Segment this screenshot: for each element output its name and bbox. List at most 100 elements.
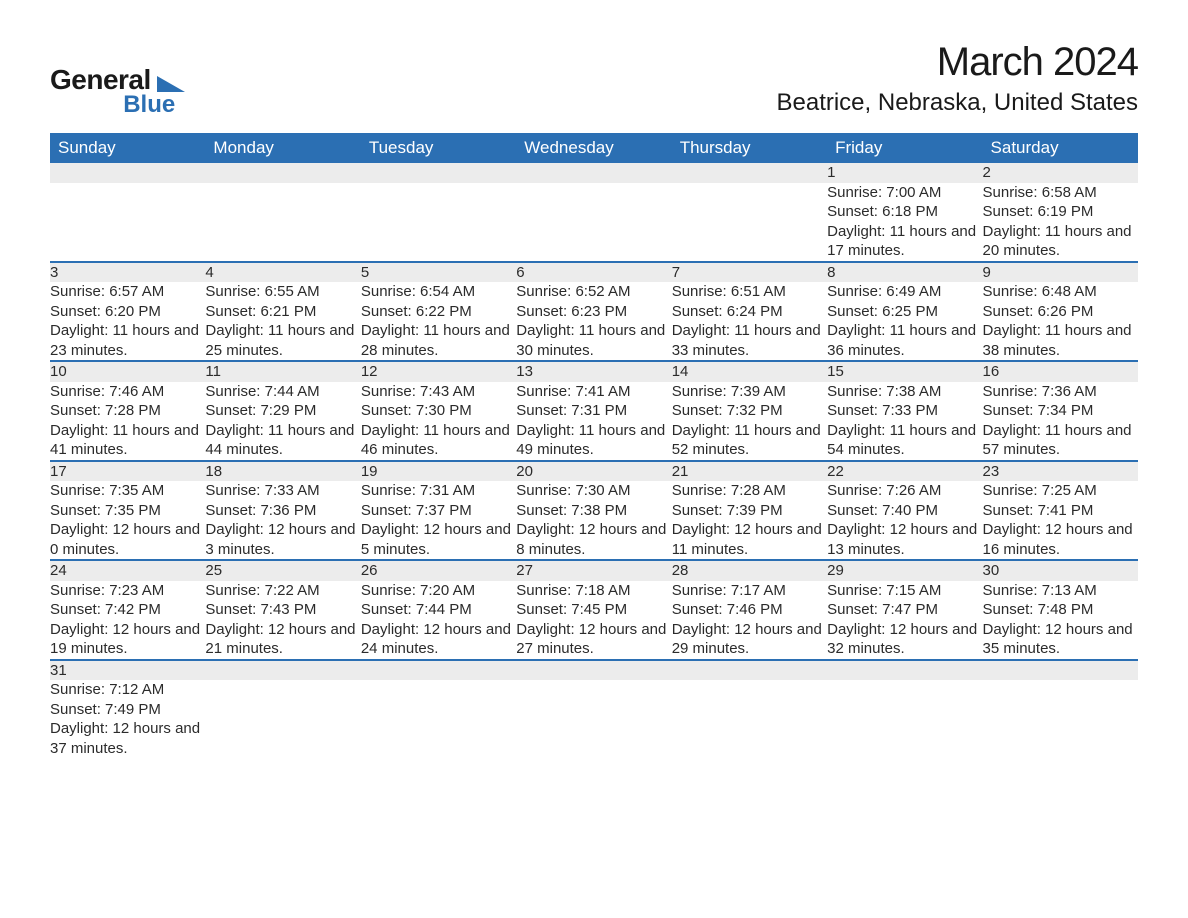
day-detail: Sunrise: 7:36 AMSunset: 7:34 PMDaylight:… [983,382,1138,461]
day-detail: Sunrise: 7:17 AMSunset: 7:46 PMDaylight:… [672,581,827,660]
day-detail: Sunrise: 7:35 AMSunset: 7:35 PMDaylight:… [50,481,205,560]
day-number: 7 [672,262,827,283]
day-number [361,163,516,183]
day-detail: Sunrise: 7:26 AMSunset: 7:40 PMDaylight:… [827,481,982,560]
day-detail: Sunrise: 7:43 AMSunset: 7:30 PMDaylight:… [361,382,516,461]
day-detail [205,680,360,758]
daynum-row: 3456789 [50,262,1138,283]
day-number: 29 [827,560,982,581]
day-number: 24 [50,560,205,581]
day-detail: Sunrise: 6:48 AMSunset: 6:26 PMDaylight:… [983,282,1138,361]
day-number: 22 [827,461,982,482]
header-row: General Blue March 2024 Beatrice, Nebras… [50,40,1138,127]
day-number: 1 [827,163,982,183]
day-detail: Sunrise: 6:57 AMSunset: 6:20 PMDaylight:… [50,282,205,361]
day-detail: Sunrise: 7:20 AMSunset: 7:44 PMDaylight:… [361,581,516,660]
day-number: 8 [827,262,982,283]
day-detail: Sunrise: 7:00 AMSunset: 6:18 PMDaylight:… [827,183,982,262]
day-detail [361,680,516,758]
detail-row: Sunrise: 7:12 AMSunset: 7:49 PMDaylight:… [50,680,1138,758]
day-detail: Sunrise: 6:52 AMSunset: 6:23 PMDaylight:… [516,282,671,361]
title-block: March 2024 Beatrice, Nebraska, United St… [776,40,1138,127]
day-number: 27 [516,560,671,581]
detail-row: Sunrise: 7:23 AMSunset: 7:42 PMDaylight:… [50,581,1138,660]
day-number: 17 [50,461,205,482]
day-detail: Sunrise: 7:23 AMSunset: 7:42 PMDaylight:… [50,581,205,660]
detail-row: Sunrise: 7:46 AMSunset: 7:28 PMDaylight:… [50,382,1138,461]
day-number [361,660,516,681]
day-detail: Sunrise: 7:46 AMSunset: 7:28 PMDaylight:… [50,382,205,461]
day-number: 6 [516,262,671,283]
calendar-body: 12Sunrise: 7:00 AMSunset: 6:18 PMDayligh… [50,163,1138,758]
day-number: 11 [205,361,360,382]
location: Beatrice, Nebraska, United States [776,89,1138,117]
detail-row: Sunrise: 6:57 AMSunset: 6:20 PMDaylight:… [50,282,1138,361]
day-detail: Sunrise: 7:33 AMSunset: 7:36 PMDaylight:… [205,481,360,560]
day-number [983,660,1138,681]
daynum-row: 31 [50,660,1138,681]
col-tuesday: Tuesday [361,133,516,163]
col-friday: Friday [827,133,982,163]
col-monday: Monday [205,133,360,163]
day-number: 4 [205,262,360,283]
detail-row: Sunrise: 7:35 AMSunset: 7:35 PMDaylight:… [50,481,1138,560]
day-detail [516,680,671,758]
col-sunday: Sunday [50,133,205,163]
col-wednesday: Wednesday [516,133,671,163]
day-detail: Sunrise: 7:13 AMSunset: 7:48 PMDaylight:… [983,581,1138,660]
weekday-header-row: Sunday Monday Tuesday Wednesday Thursday… [50,133,1138,163]
day-number [205,660,360,681]
day-number: 20 [516,461,671,482]
col-thursday: Thursday [672,133,827,163]
daynum-row: 12 [50,163,1138,183]
day-number: 3 [50,262,205,283]
day-number: 26 [361,560,516,581]
day-number [205,163,360,183]
day-detail: Sunrise: 6:54 AMSunset: 6:22 PMDaylight:… [361,282,516,361]
month-title: March 2024 [776,40,1138,85]
day-number [672,163,827,183]
day-number [516,163,671,183]
day-number: 18 [205,461,360,482]
day-detail: Sunrise: 7:15 AMSunset: 7:47 PMDaylight:… [827,581,982,660]
daynum-row: 10111213141516 [50,361,1138,382]
day-detail: Sunrise: 7:39 AMSunset: 7:32 PMDaylight:… [672,382,827,461]
daynum-row: 17181920212223 [50,461,1138,482]
day-detail: Sunrise: 7:31 AMSunset: 7:37 PMDaylight:… [361,481,516,560]
day-detail [516,183,671,262]
day-number: 15 [827,361,982,382]
day-number: 23 [983,461,1138,482]
day-detail [361,183,516,262]
day-number: 21 [672,461,827,482]
day-number [50,163,205,183]
day-detail [672,680,827,758]
day-detail: Sunrise: 7:22 AMSunset: 7:43 PMDaylight:… [205,581,360,660]
day-number [672,660,827,681]
day-number: 28 [672,560,827,581]
day-detail [827,680,982,758]
day-detail [205,183,360,262]
day-number: 9 [983,262,1138,283]
day-detail: Sunrise: 7:18 AMSunset: 7:45 PMDaylight:… [516,581,671,660]
day-detail: Sunrise: 7:44 AMSunset: 7:29 PMDaylight:… [205,382,360,461]
calendar-page: General Blue March 2024 Beatrice, Nebras… [0,0,1188,798]
day-number: 12 [361,361,516,382]
day-number: 14 [672,361,827,382]
logo: General Blue [50,64,185,119]
day-number [516,660,671,681]
day-detail: Sunrise: 6:55 AMSunset: 6:21 PMDaylight:… [205,282,360,361]
col-saturday: Saturday [983,133,1138,163]
day-number [827,660,982,681]
day-detail [983,680,1138,758]
day-detail: Sunrise: 7:25 AMSunset: 7:41 PMDaylight:… [983,481,1138,560]
day-detail: Sunrise: 6:58 AMSunset: 6:19 PMDaylight:… [983,183,1138,262]
daynum-row: 24252627282930 [50,560,1138,581]
day-detail: Sunrise: 6:51 AMSunset: 6:24 PMDaylight:… [672,282,827,361]
calendar-table: Sunday Monday Tuesday Wednesday Thursday… [50,133,1138,758]
day-number: 16 [983,361,1138,382]
day-number: 10 [50,361,205,382]
day-detail: Sunrise: 7:41 AMSunset: 7:31 PMDaylight:… [516,382,671,461]
day-number: 19 [361,461,516,482]
day-detail [672,183,827,262]
day-detail: Sunrise: 7:30 AMSunset: 7:38 PMDaylight:… [516,481,671,560]
